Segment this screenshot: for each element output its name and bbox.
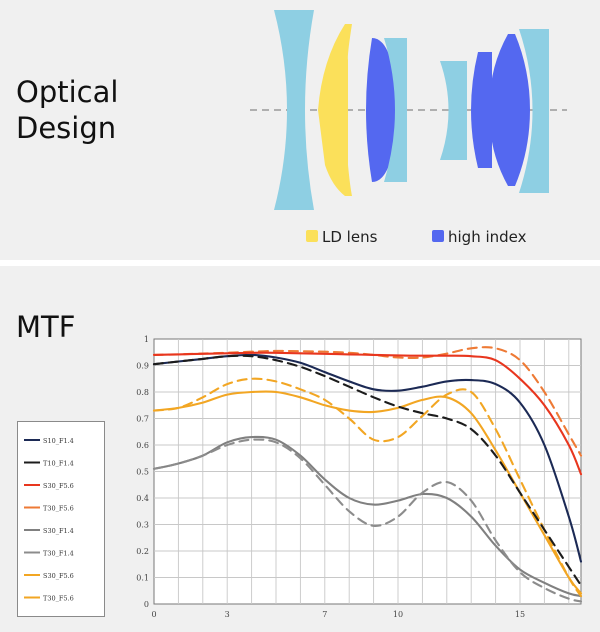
x-tick-label: 3 xyxy=(225,610,230,619)
y-tick-label: 1 xyxy=(144,335,149,344)
lens-element-4 xyxy=(440,61,467,160)
x-tick-label: 10 xyxy=(393,610,403,619)
optical-design-panel: Optical Design LD lens high index xyxy=(0,0,600,260)
ld-lens-element xyxy=(318,24,352,196)
ld-lens-legend-swatch xyxy=(306,230,318,242)
series-line-t30-f5-6 xyxy=(152,377,583,598)
mtf-legend-entries: S10_F1.4 T10_F1.4 S30_F5.6 T30_F5.6 S30_F1.4… xyxy=(24,437,74,603)
mtf-title: MTF xyxy=(16,310,76,344)
mtf-legend: S10_F1.4 T10_F1.4 S30_F5.6 T30_F5.6 S30_F1.4… xyxy=(17,421,105,617)
high-index-lens-element-2 xyxy=(471,52,492,168)
high-index-lens-element-3 xyxy=(489,34,530,186)
legend-label: T10_F1.4 xyxy=(43,460,74,468)
x-tick-label: 0 xyxy=(151,610,156,619)
lens-element-6 xyxy=(519,29,549,193)
mtf-chart: 00.10.20.30.40.50.60.70.80.910 3 7 10 15 xyxy=(136,335,583,619)
lens-element-3 xyxy=(384,38,407,182)
series-line-s30-f1-4 xyxy=(152,435,583,598)
legend-label: T30_F1.4 xyxy=(43,550,74,558)
y-tick-label: 0.6 xyxy=(136,441,149,450)
y-tick-label: 0.3 xyxy=(136,521,149,530)
legend-label: S30_F5.6 xyxy=(43,572,74,580)
high-index-lens-element-1 xyxy=(366,38,398,182)
x-tick-label: 7 xyxy=(322,610,327,619)
y-tick-label: 0.5 xyxy=(136,468,149,477)
y-tick-label: 0 xyxy=(144,600,149,609)
series-line-s30-f5-6 xyxy=(152,351,583,476)
optical-design-title-line1: Optical xyxy=(16,75,119,109)
legend-label: T30_F5.6 xyxy=(43,595,74,603)
lens-element-1 xyxy=(274,10,314,210)
y-tick-label: 0.1 xyxy=(136,574,149,583)
y-tick-label: 0.9 xyxy=(136,362,149,371)
legend-label: S30_F1.4 xyxy=(43,527,74,535)
mtf-series-group xyxy=(152,346,583,603)
series-line-t30-f1-4 xyxy=(152,438,583,603)
optical-design-title-line2: Design xyxy=(16,111,117,145)
mtf-panel: MTF S10_F1.4 T10_F1.4 S30_F5.6 T30_F5.6 S30_… xyxy=(0,266,600,632)
mtf-grid xyxy=(154,339,581,604)
mtf-tick-labels: 00.10.20.30.40.50.60.70.80.910 3 7 10 15 xyxy=(136,335,525,619)
series-line-s10-f1-4 xyxy=(152,353,583,563)
x-tick-label: 15 xyxy=(515,610,525,619)
legend-label: S10_F1.4 xyxy=(43,437,74,445)
ld-lens-legend-label: LD lens xyxy=(322,228,378,246)
high-index-legend-swatch xyxy=(432,230,444,242)
y-tick-label: 0.2 xyxy=(136,547,149,556)
series-line-t10-f1-4 xyxy=(152,354,583,587)
y-tick-label: 0.7 xyxy=(136,415,149,424)
legend-label: S30_F5.6 xyxy=(43,482,74,490)
legend-label: T30_F5.6 xyxy=(43,505,74,513)
high-index-legend-label: high index xyxy=(448,228,527,246)
y-tick-label: 0.8 xyxy=(136,388,149,397)
y-tick-label: 0.4 xyxy=(136,494,149,503)
lens-diagram xyxy=(250,10,567,210)
